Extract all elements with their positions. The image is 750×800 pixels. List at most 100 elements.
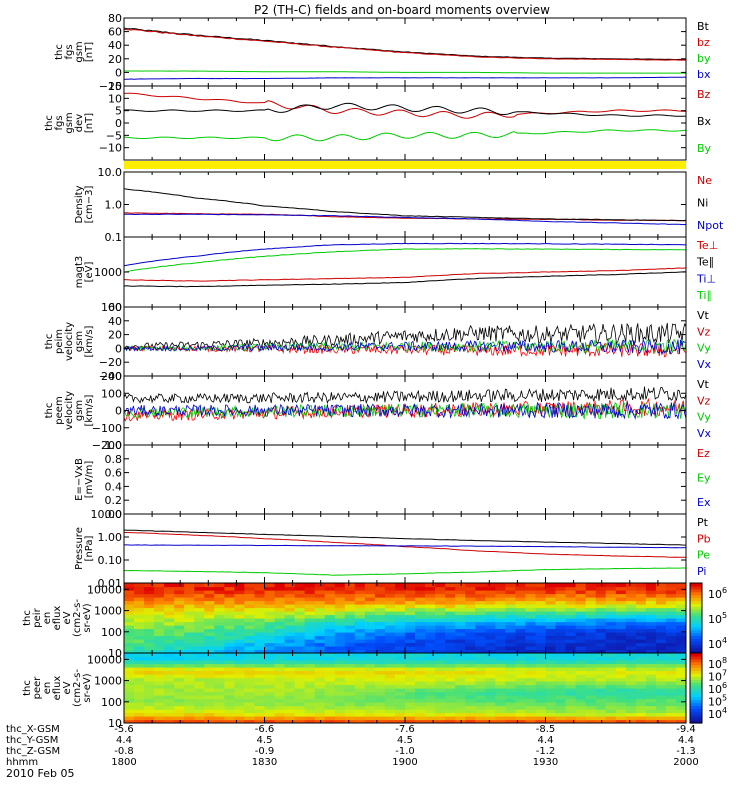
spectrogram-cell [495, 621, 506, 626]
y-axis-label: E=−VxB [74, 458, 85, 501]
spectrogram-cell [274, 597, 286, 602]
spectrogram-cell [354, 635, 366, 640]
spectrogram-cell [605, 670, 617, 675]
spectrogram-cell [204, 684, 215, 689]
y-axis-label: thc [22, 610, 33, 626]
spectrogram-cell [244, 719, 255, 723]
spectrogram-cell [214, 695, 225, 700]
spectrogram-cell [405, 642, 416, 647]
spectrogram-cell [304, 698, 316, 703]
spectrogram-cell [525, 646, 536, 651]
spectrogram-cell [455, 583, 466, 588]
spectrogram-cell [154, 709, 165, 714]
spectrogram-cell [505, 653, 516, 658]
spectrogram-cell [264, 593, 276, 598]
spectrogram-cell [595, 607, 607, 612]
spectrogram-cell [485, 639, 496, 644]
spectrogram-cell [194, 709, 205, 714]
spectrogram-cell [585, 684, 597, 689]
spectrogram-cell [144, 628, 155, 633]
spectrogram-cell [244, 611, 255, 616]
spectrogram-cell [625, 604, 637, 609]
spectrogram-cell [445, 625, 456, 630]
legend-bz: bz [697, 36, 710, 49]
spectrogram-cell [124, 691, 135, 696]
spectrogram-cell [274, 684, 286, 689]
spectrogram-cell [435, 663, 446, 668]
spectrogram-cell [435, 649, 446, 653]
spectrogram-cell [615, 712, 627, 717]
spectrogram-cell [495, 611, 506, 616]
spectrogram-cell [475, 611, 486, 616]
spectrogram-cell [344, 705, 356, 710]
spectrogram-cell [254, 614, 266, 619]
spectrogram-cell [625, 621, 637, 626]
spectrogram-cell [274, 667, 286, 672]
spectrogram-cell [485, 691, 496, 696]
date-label: 2010 Feb 05 [6, 767, 74, 780]
series-Bx [124, 102, 686, 117]
spectrogram-cell [364, 600, 376, 605]
spectrogram-cell [364, 618, 376, 623]
spectrogram-cell [374, 597, 386, 602]
spectrogram-cell [134, 674, 145, 679]
spectrogram-cell [415, 628, 426, 633]
spectrogram-cell [364, 688, 376, 693]
spectrogram-cell [174, 691, 185, 696]
spectrogram-cell [234, 653, 245, 658]
spectrogram-cell [184, 614, 195, 619]
spectrogram-cell [565, 691, 577, 696]
spectrogram-cell [625, 688, 637, 693]
spectrogram-cell [314, 649, 326, 653]
spectrogram-cell [274, 709, 286, 714]
spectrogram-cell [214, 593, 225, 598]
spectrogram-cell [374, 632, 386, 637]
spectrogram-cell [204, 604, 215, 609]
spectrogram-cell [144, 583, 155, 588]
spectrogram-cell [134, 628, 145, 633]
spectrogram-cell [585, 681, 597, 686]
panel-frame [123, 171, 687, 238]
spectrogram-cell [374, 670, 386, 675]
spectrogram-cell [224, 635, 235, 640]
spectrogram-cell [264, 712, 276, 717]
spectrogram-cell [555, 593, 567, 598]
spectrogram-cell [655, 632, 667, 637]
spectrogram-cell [425, 656, 436, 661]
spectrogram-cell [274, 618, 286, 623]
spectrogram-cell [435, 719, 446, 723]
spectrogram-cell [214, 677, 225, 682]
spectrogram-cell [415, 635, 426, 640]
legend-Vt: Vt [697, 378, 710, 391]
spectrogram-cell [495, 590, 506, 595]
spectrogram-cell [274, 607, 286, 612]
spectrogram-cell [545, 674, 557, 679]
spectrogram-cell [324, 705, 336, 710]
y-axis-label: peem [54, 396, 65, 424]
spectrogram-cell [665, 635, 677, 640]
series-Ne [124, 212, 686, 222]
spectrogram-cell [605, 635, 617, 640]
spectrogram-cell [304, 614, 316, 619]
spectrogram-cell [495, 663, 506, 668]
spectrogram-cell [676, 716, 686, 721]
spectrogram-cell [334, 681, 346, 686]
spectrogram-cell [545, 702, 557, 707]
spectrogram-cell [575, 695, 587, 700]
spectrogram-cell [605, 649, 617, 653]
spectrogram-cell [425, 604, 436, 609]
spectrogram-cell [184, 653, 195, 658]
spectrogram-cell [244, 702, 255, 707]
spectrogram-cell [284, 653, 296, 658]
spectrogram-cell [595, 667, 607, 672]
spectrogram-cell [475, 712, 486, 717]
spectrogram-cell [645, 677, 657, 682]
spectrogram-cell [244, 716, 255, 721]
spectrogram-cell [585, 698, 597, 703]
spectrogram-cell [415, 695, 426, 700]
spectrogram-cell [425, 705, 436, 710]
spectrogram-cell [334, 635, 346, 640]
spectrogram-cell [625, 695, 637, 700]
spectrogram-cell [555, 695, 567, 700]
